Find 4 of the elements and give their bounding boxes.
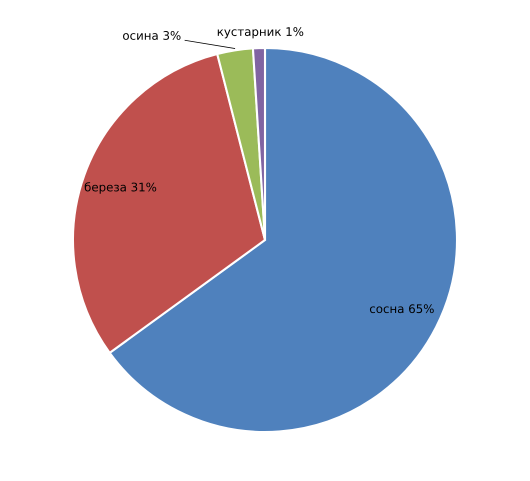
- slice-label: береза 31%: [84, 182, 156, 194]
- slice-label: сосна 65%: [370, 304, 434, 314]
- slice-label: кустарник 1%: [218, 27, 304, 38]
- slice-label: осина 3%: [123, 30, 181, 40]
